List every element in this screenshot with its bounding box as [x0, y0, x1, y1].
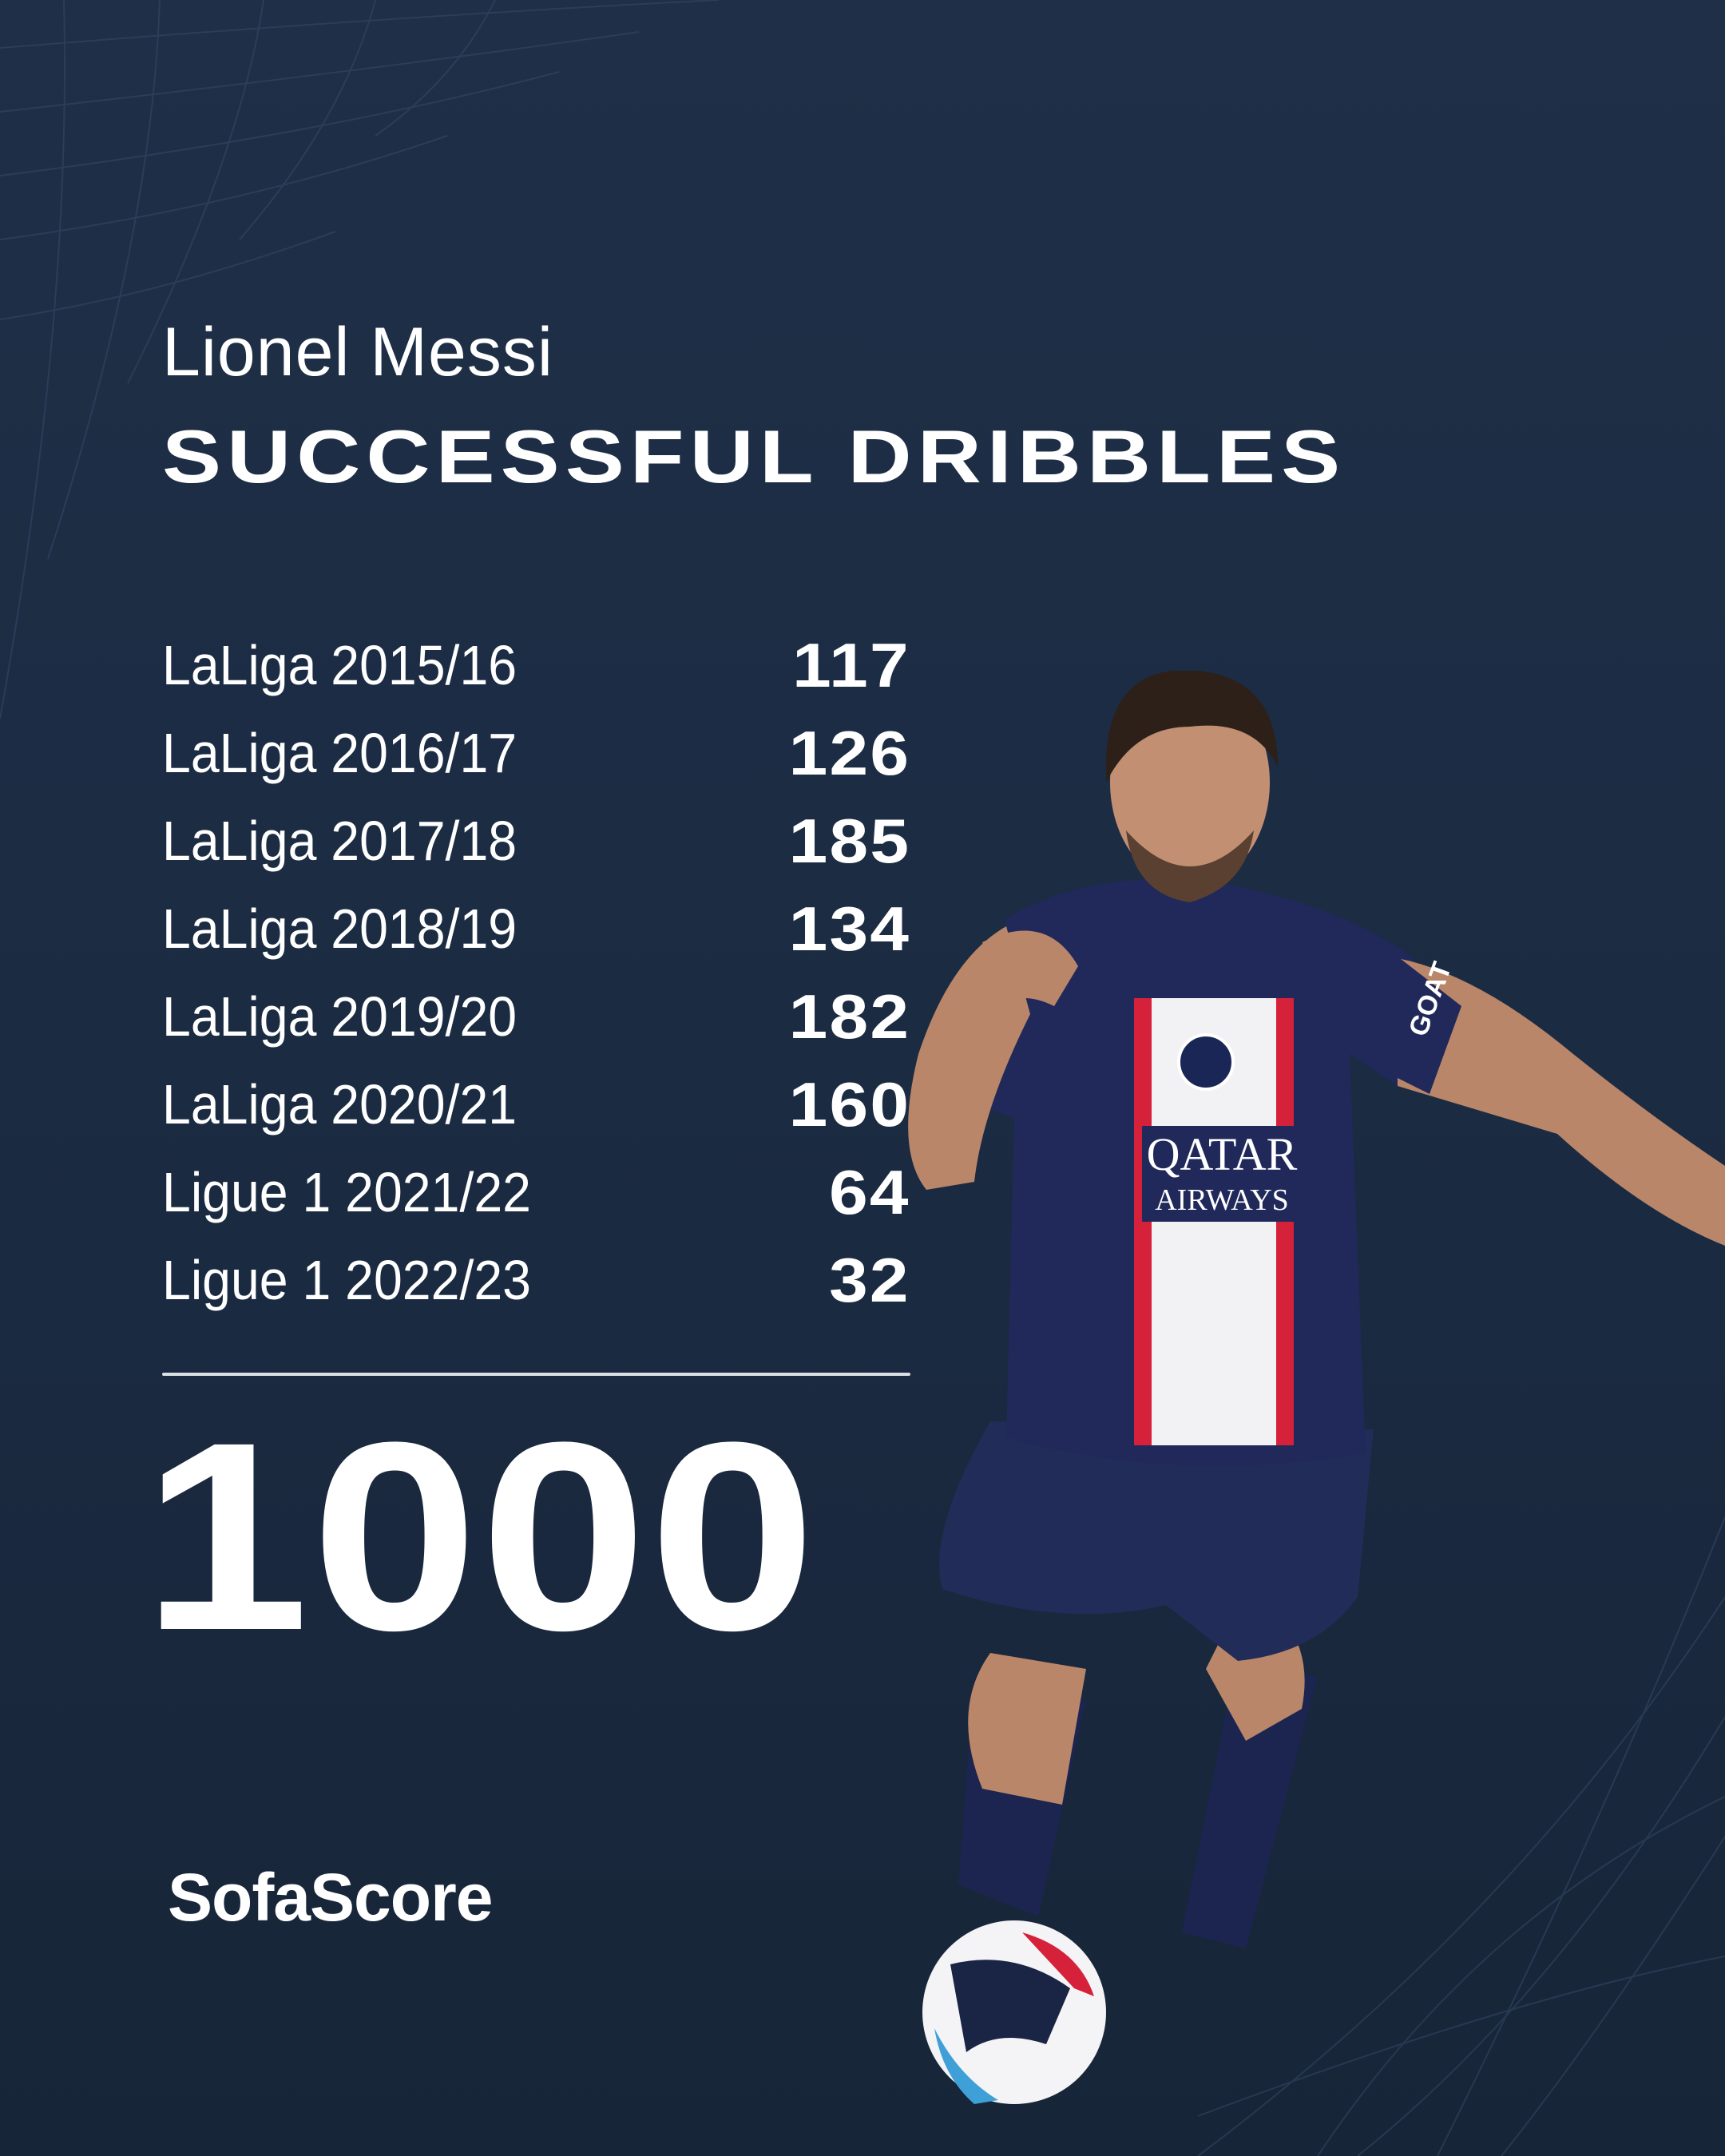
- sponsor-text: QATAR: [1147, 1128, 1298, 1180]
- season-label: Ligue 1 2022/23: [162, 1249, 531, 1311]
- season-row: LaLiga 2020/21 160: [162, 1060, 910, 1148]
- sofascore-logo: SofaScore: [168, 1860, 493, 1935]
- season-label: LaLiga 2019/20: [162, 985, 518, 1048]
- season-row: Ligue 1 2022/23 32: [162, 1236, 910, 1324]
- season-label: Ligue 1 2021/22: [162, 1161, 531, 1223]
- season-label: LaLiga 2016/17: [162, 722, 518, 784]
- season-row: LaLiga 2019/20 182: [162, 973, 910, 1060]
- season-label: LaLiga 2018/19: [162, 898, 518, 960]
- season-value: 182: [788, 981, 910, 1052]
- season-value: 134: [788, 893, 910, 964]
- season-row: LaLiga 2017/18 185: [162, 797, 910, 885]
- season-row: LaLiga 2016/17 126: [162, 709, 910, 797]
- season-label: LaLiga 2015/16: [162, 634, 518, 696]
- total-value: 1000: [142, 1387, 819, 1686]
- season-row: Ligue 1 2021/22 64: [162, 1148, 910, 1236]
- season-value: 160: [788, 1068, 910, 1139]
- season-row: LaLiga 2018/19 134: [162, 885, 910, 973]
- divider: [162, 1373, 910, 1376]
- season-value: 126: [788, 717, 910, 788]
- season-value: 64: [829, 1156, 910, 1227]
- season-label: LaLiga 2020/21: [162, 1073, 518, 1135]
- season-row: LaLiga 2015/16 117: [162, 621, 910, 709]
- player-name: Lionel Messi: [162, 314, 553, 390]
- player-photo: QATAR AIRWAYS GOAT: [908, 671, 1725, 2104]
- season-label: LaLiga 2017/18: [162, 810, 518, 872]
- season-value: 185: [788, 805, 910, 876]
- svg-text:AIRWAYS: AIRWAYS: [1155, 1183, 1289, 1217]
- season-list: LaLiga 2015/16 117 LaLiga 2016/17 126 LaLi…: [162, 621, 910, 1324]
- season-value: 117: [792, 629, 910, 700]
- stat-title: SUCCESSFUL DRIBBLES: [162, 414, 1346, 498]
- club-crest-icon: [1177, 1033, 1235, 1091]
- season-value: 32: [829, 1244, 910, 1315]
